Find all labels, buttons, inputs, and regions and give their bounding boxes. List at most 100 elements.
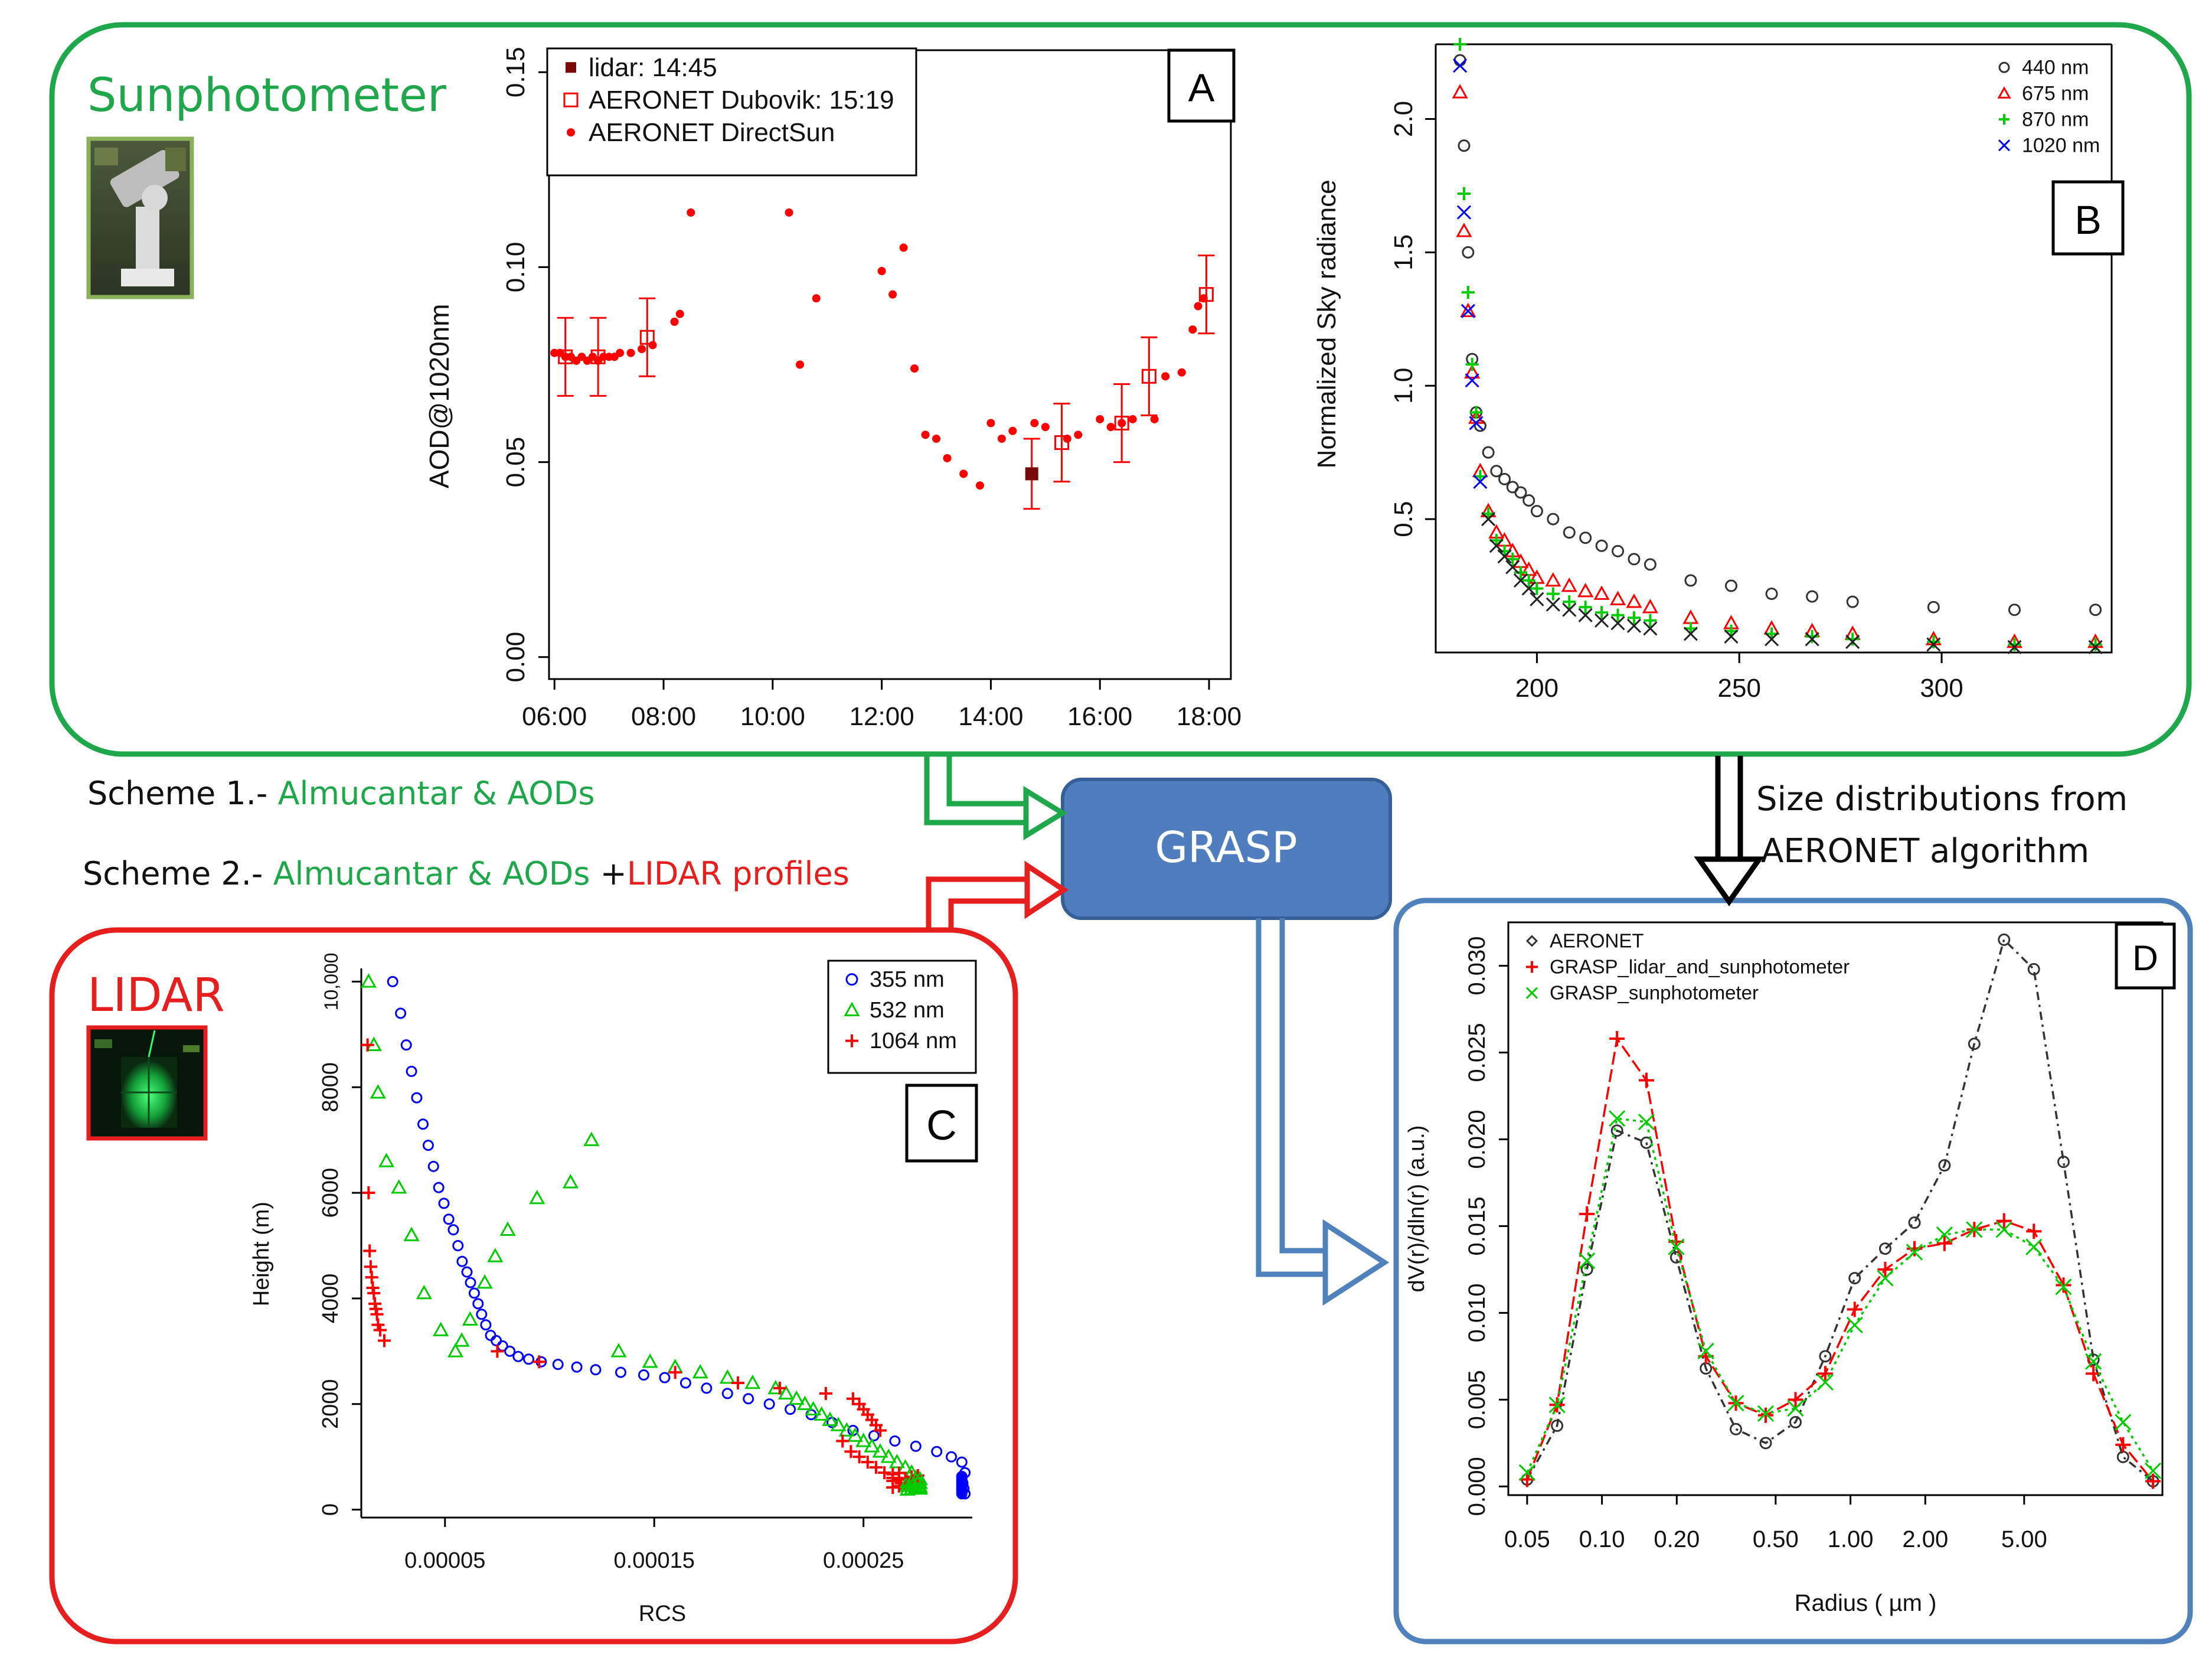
sky-radiance-point — [2089, 638, 2102, 651]
sky-radiance-point — [1595, 539, 1608, 552]
directsun-point — [812, 294, 821, 303]
panel-badge-box — [1167, 48, 1236, 123]
x-tick-label: 0.00005 — [404, 1548, 485, 1573]
profile-point — [443, 1213, 455, 1225]
x-tick-label: 1.00 — [1828, 1526, 1874, 1552]
x-tick-label: 300 — [1920, 674, 1963, 703]
size-dist-point — [1548, 1397, 1566, 1414]
sky-radiance-point — [1505, 560, 1520, 575]
y-tick-label: 1.0 — [1389, 368, 1418, 404]
directsun-point — [616, 348, 625, 357]
profile-point — [855, 1433, 872, 1447]
size-dist-point — [1995, 1221, 2012, 1238]
x-tick-label: 16:00 — [1067, 702, 1132, 731]
size-dist-point — [1878, 1242, 1891, 1255]
profile-point — [452, 1239, 464, 1251]
dubovik-point — [639, 329, 655, 345]
x-tick-label: 12:00 — [849, 702, 914, 731]
directsun-point — [1150, 415, 1159, 423]
size-dist-point — [1998, 933, 2011, 946]
dubovik-point — [590, 349, 606, 364]
sky-radiance-point — [1465, 373, 1479, 388]
profile-point — [819, 1386, 832, 1400]
size-dist-note-line2: AERONET algorithm — [1761, 832, 2089, 870]
size-dist-point — [1968, 1037, 1981, 1050]
size-dist-point — [1847, 1301, 1863, 1317]
legend-box — [546, 47, 917, 177]
y-tick-label: 6000 — [318, 1168, 343, 1218]
profile-point — [504, 1345, 516, 1357]
sunphotometer-photo — [86, 136, 194, 299]
size-dist-point — [1609, 1110, 1626, 1127]
sky-radiance-point — [1577, 583, 1594, 598]
size-dist-point — [2145, 1462, 2162, 1479]
legend-marker — [1997, 86, 2011, 99]
legend-marker — [1998, 139, 2011, 152]
directsun-point — [675, 309, 684, 318]
legend-label: 675 nm — [2022, 82, 2089, 105]
x-tick-label: 0.50 — [1753, 1526, 1799, 1552]
legend-label: 1064 nm — [870, 1029, 957, 1053]
profile-point — [880, 1448, 897, 1463]
profile-point — [773, 1381, 786, 1395]
profile-point — [438, 1198, 450, 1209]
sky-radiance-point — [1453, 58, 1468, 73]
sky-radiance-point — [1612, 544, 1625, 557]
grasp-box — [1061, 778, 1392, 920]
x-tick-label: 08:00 — [631, 702, 696, 731]
sky-radiance-point — [1845, 634, 1860, 649]
x-tick-label: 06:00 — [522, 702, 587, 731]
sky-radiance-point — [2089, 603, 2102, 616]
x-tick-label: 0.00025 — [823, 1548, 904, 1573]
sky-radiance-point — [1453, 54, 1466, 67]
profile-point — [571, 1361, 583, 1373]
size-dist-point — [1936, 1235, 1952, 1251]
sky-radiance-point — [1460, 304, 1475, 318]
size-dist-point — [2116, 1450, 2129, 1463]
sky-radiance-point — [1498, 472, 1511, 485]
profile-point — [552, 1359, 564, 1371]
blue-connector-arrow — [1256, 918, 1390, 1306]
directsun-point — [899, 243, 908, 252]
sky-radiance-point — [1490, 465, 1503, 478]
y-tick-label: 0 — [318, 1503, 343, 1516]
panel-badge-box — [905, 1084, 978, 1163]
sky-radiance-point — [1626, 618, 1642, 633]
sky-radiance-point — [1465, 358, 1479, 371]
profile-point — [532, 1355, 546, 1369]
directsun-point — [1128, 415, 1137, 423]
profile-point — [931, 1446, 943, 1457]
y-tick-label: 0.5 — [1389, 501, 1418, 537]
directsun-point — [986, 419, 995, 428]
y-tick-label: 0.030 — [1464, 936, 1490, 995]
legend-label: 355 nm — [870, 967, 945, 992]
dubovik-error-bar — [557, 317, 574, 397]
profile-point — [377, 1334, 391, 1347]
profile-point — [869, 1461, 883, 1474]
profile-point — [361, 1038, 374, 1052]
sky-radiance-point — [1453, 38, 1467, 51]
profile-point — [744, 1374, 761, 1389]
sky-radiance-point — [1846, 632, 1860, 646]
sky-radiance-point — [2008, 603, 2021, 616]
legend-marker — [1999, 114, 2010, 125]
panel-badge-label: C — [926, 1102, 957, 1149]
profile-point — [480, 1319, 492, 1331]
profile-point — [864, 1438, 880, 1453]
size-dist-point — [1936, 1226, 1953, 1244]
profile-point — [590, 1364, 602, 1376]
x-axis-label: Radius ( µm ) — [1795, 1590, 1937, 1616]
sunphotometer-frame — [49, 22, 2192, 757]
size-dist-point — [1907, 1241, 1923, 1257]
profile-point — [872, 1443, 888, 1458]
sky-radiance-point — [1469, 406, 1483, 419]
y-axis-label: Normalized Sky radiance — [1312, 180, 1341, 468]
size-dist-point — [1551, 1419, 1564, 1432]
scheme-2-green: Almucantar & AODs — [273, 855, 590, 892]
profile-point — [830, 1417, 847, 1431]
sky-radiance-point — [1579, 601, 1592, 614]
profile-point — [453, 1332, 470, 1347]
profile-point — [956, 1456, 968, 1468]
y-tick-label: 8000 — [318, 1062, 343, 1112]
profile-point — [785, 1404, 796, 1415]
